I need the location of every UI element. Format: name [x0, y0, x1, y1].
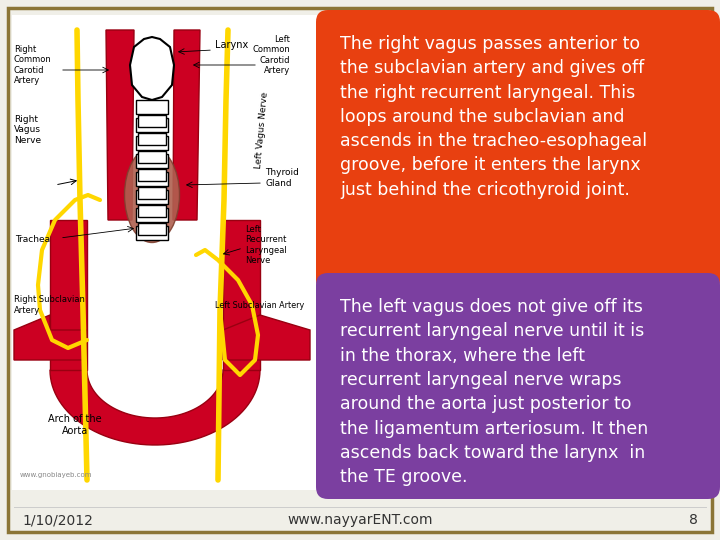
Bar — [136, 118, 168, 132]
Text: The left vagus does not give off its
recurrent laryngeal nerve until it is
in th: The left vagus does not give off its rec… — [340, 298, 648, 486]
Bar — [138, 223, 166, 235]
Ellipse shape — [125, 147, 179, 242]
Bar — [136, 172, 168, 186]
Text: Left
Recurrent
Laryngeal
Nerve: Left Recurrent Laryngeal Nerve — [245, 225, 287, 265]
Text: www.nayyarENT.com: www.nayyarENT.com — [287, 513, 433, 527]
Polygon shape — [173, 30, 200, 220]
Text: Left Vagus Nerve: Left Vagus Nerve — [254, 91, 270, 169]
Bar — [136, 136, 168, 150]
FancyBboxPatch shape — [316, 273, 720, 499]
Bar — [138, 205, 166, 217]
FancyBboxPatch shape — [8, 8, 712, 532]
FancyBboxPatch shape — [12, 15, 320, 490]
Text: 1/10/2012: 1/10/2012 — [22, 513, 93, 527]
Bar — [138, 169, 166, 181]
Polygon shape — [50, 220, 87, 370]
Bar — [136, 100, 168, 114]
Bar — [138, 187, 166, 199]
Polygon shape — [14, 315, 87, 360]
Text: www.gnobiayeb.com: www.gnobiayeb.com — [20, 472, 92, 478]
Text: Thyroid
Gland: Thyroid Gland — [265, 168, 299, 188]
Polygon shape — [50, 370, 260, 445]
Text: Trachea: Trachea — [15, 235, 50, 245]
Text: Right
Vagus
Nerve: Right Vagus Nerve — [14, 115, 41, 145]
Text: Right
Common
Carotid
Artery: Right Common Carotid Artery — [14, 45, 52, 85]
Polygon shape — [223, 220, 260, 370]
FancyBboxPatch shape — [316, 10, 720, 292]
Bar — [136, 208, 168, 222]
Bar — [136, 154, 168, 168]
Bar — [138, 115, 166, 127]
Text: Left Subclavian Artery: Left Subclavian Artery — [215, 300, 304, 309]
Bar — [136, 190, 168, 204]
Text: Larynx: Larynx — [215, 40, 248, 50]
Polygon shape — [106, 30, 134, 220]
Text: Right Subclavian
Artery: Right Subclavian Artery — [14, 295, 85, 315]
Polygon shape — [223, 315, 310, 360]
Text: 8: 8 — [689, 513, 698, 527]
Text: Left
Common
Carotid
Artery: Left Common Carotid Artery — [252, 35, 290, 75]
Polygon shape — [130, 37, 174, 100]
Bar — [138, 151, 166, 163]
Text: Arch of the
Aorta: Arch of the Aorta — [48, 414, 102, 436]
Bar — [138, 133, 166, 145]
Text: The right vagus passes anterior to
the subclavian artery and gives off
the right: The right vagus passes anterior to the s… — [340, 35, 647, 199]
Bar — [136, 226, 168, 240]
